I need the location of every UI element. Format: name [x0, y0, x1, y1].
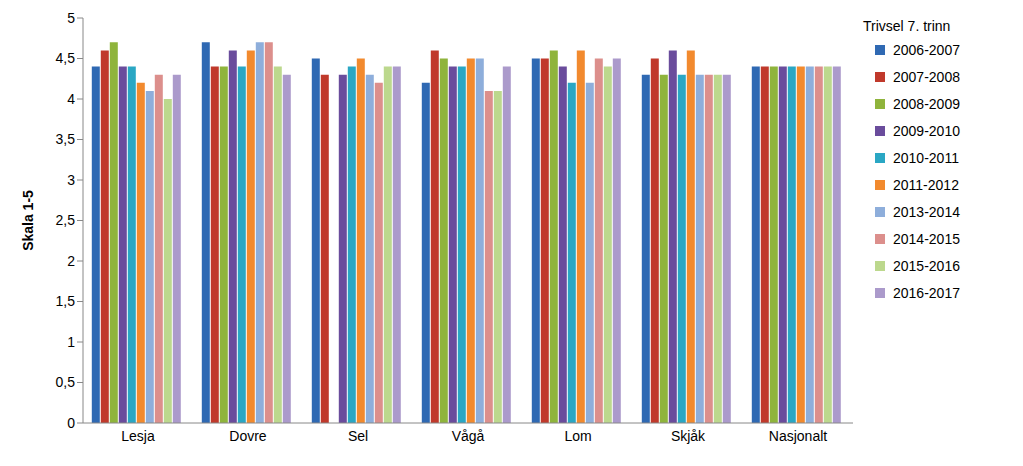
svg-text:1,5: 1,5 — [56, 293, 76, 309]
html-text:2008-2009: 2008-2009 — [893, 96, 960, 112]
html-text:2016-2017: 2016-2017 — [893, 285, 960, 301]
html-text:2014-2015: 2014-2015 — [893, 231, 960, 247]
html-text:2010-2011: 2010-2011 — [893, 150, 959, 166]
svg-text:Vågå: Vågå — [452, 428, 485, 444]
html-text:Trivsel 7. trinn: Trivsel 7. trinn — [863, 18, 951, 34]
svg-text:Dovre: Dovre — [229, 428, 267, 444]
html-text:2009-2010: 2009-2010 — [893, 123, 960, 139]
svg-text:3: 3 — [67, 172, 75, 188]
svg-text:2,5: 2,5 — [56, 212, 76, 228]
svg-text:Lom: Lom — [564, 428, 591, 444]
html-text:2011-2012: 2011-2012 — [893, 177, 959, 193]
svg-text:Skjåk: Skjåk — [671, 428, 706, 444]
svg-text:1: 1 — [67, 334, 75, 350]
svg-text:Nasjonalt: Nasjonalt — [769, 428, 827, 444]
html-text:2013-2014: 2013-2014 — [893, 204, 960, 220]
svg-text:5: 5 — [67, 10, 75, 26]
svg-text:Lesja: Lesja — [121, 428, 155, 444]
html-text:2007-2008: 2007-2008 — [893, 69, 960, 85]
svg-text:2: 2 — [67, 253, 75, 269]
svg-text:0,5: 0,5 — [56, 374, 76, 390]
html-text:2015-2016: 2015-2016 — [893, 258, 960, 274]
svg-text:4: 4 — [67, 91, 75, 107]
svg-text:Skala 1-5: Skala 1-5 — [20, 190, 36, 251]
html-text:2006-2007: 2006-2007 — [893, 42, 960, 58]
svg-text:3,5: 3,5 — [56, 131, 76, 147]
svg-text:4,5: 4,5 — [56, 50, 76, 66]
svg-text:0: 0 — [67, 415, 75, 431]
svg-text:Sel: Sel — [348, 428, 368, 444]
